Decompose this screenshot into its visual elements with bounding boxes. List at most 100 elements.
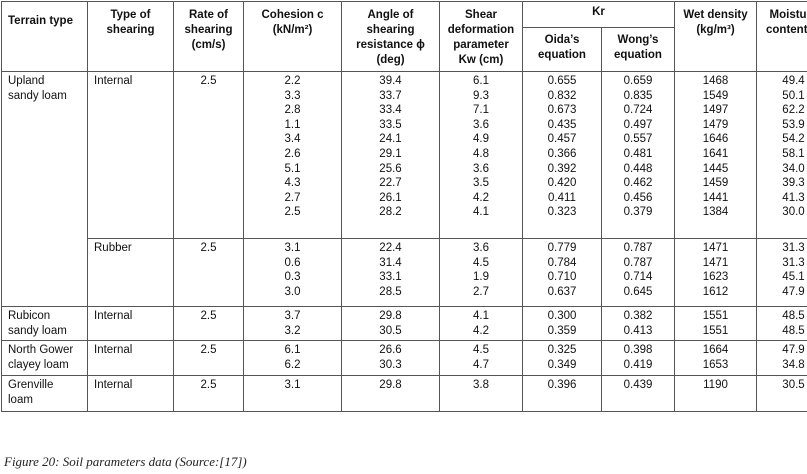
moisture-cell-value: 34.0 — [782, 162, 805, 175]
wong-cell-value: 0.645 — [623, 285, 653, 298]
density-cell-value: 1623 — [702, 271, 729, 284]
rate-cell: 2.5 — [173, 375, 244, 413]
terrain-type-cell-value: loam — [8, 393, 33, 406]
header-angle-of-shearing-resistance: Angle of shearing resistance ϕ (deg) — [341, 1, 440, 72]
density-cell-value: 1646 — [702, 133, 729, 146]
angle-cell-value: 22.4 — [379, 242, 402, 254]
oida-cell-value: 0.637 — [547, 285, 577, 298]
oida-cell-value: 0.396 — [547, 379, 577, 392]
density-cell-value: 1612 — [702, 285, 729, 298]
angle-cell-value: 33.5 — [379, 118, 402, 131]
cohesion-cell-value: 0.6 — [284, 256, 301, 269]
angle-cell-value: 33.7 — [379, 89, 402, 102]
wong-cell-value: 0.481 — [623, 147, 653, 160]
shearing-type-cell-value: Rubber — [94, 242, 132, 254]
wong-cell-value: 0.787 — [623, 256, 653, 269]
moisture-cell: 48.5 48.5 — [756, 305, 807, 342]
density-cell-value: 1441 — [702, 191, 729, 204]
oida-cell-value: 0.784 — [547, 256, 577, 269]
rate-cell: 2.5 — [173, 340, 244, 377]
kw-cell-value: 4.9 — [473, 133, 489, 146]
density-cell-value: 1384 — [702, 206, 729, 219]
kw-cell-value: 2.7 — [473, 285, 489, 298]
cohesion-cell-value: 1.1 — [284, 118, 301, 131]
moisture-cell-value: 48.5 — [782, 324, 805, 337]
density-cell-value: 1471 — [702, 256, 729, 269]
density-cell-value: 1471 — [702, 242, 729, 254]
rate-cell: 2.5 — [173, 238, 244, 307]
wong-cell-value: 0.835 — [623, 89, 653, 102]
cohesion-cell-value: 0.3 — [284, 271, 301, 284]
oida-cell-value: 0.323 — [547, 206, 577, 219]
density-cell-value: 1445 — [702, 162, 729, 175]
wong-cell: 0.659 0.835 0.724 0.497 0.557 0.481 0.448 0.462… — [601, 71, 675, 239]
density-cell-value: 1497 — [702, 104, 729, 117]
oida-cell-value: 0.366 — [547, 147, 577, 160]
table-row: Grenville loam Internal 2.5 3.1 29.8 3.8 0.396 0… — [1, 375, 807, 413]
angle-cell-value: 30.5 — [379, 324, 402, 337]
moisture-cell-value: 39.3 — [782, 177, 805, 190]
cohesion-cell: 3.1 0.6 0.3 3.0 — [243, 238, 342, 307]
moisture-cell-value: 58.1 — [782, 147, 805, 160]
cohesion-cell-value: 2.2 — [284, 75, 301, 87]
oida-cell-value: 0.359 — [547, 324, 577, 337]
header-rate-of-shearing: Rate of shearing (cm/s) — [173, 1, 244, 72]
wong-cell: 0.382 0.413 — [601, 305, 675, 342]
wong-cell-value: 0.787 — [623, 242, 653, 254]
moisture-cell: 30.5 — [756, 375, 807, 413]
oida-cell: 0.300 0.359 — [522, 305, 602, 342]
shearing-type-cell: Internal — [87, 375, 174, 413]
wong-cell-value: 0.448 — [623, 162, 653, 175]
moisture-cell-value: 31.3 — [782, 242, 805, 254]
oida-cell-value: 0.411 — [548, 191, 576, 204]
cohesion-cell: 2.2 3.3 2.8 1.1 3.4 2.6 5.1 4.3 2.7 2.5 — [243, 71, 342, 239]
header-terrain-type: Terrain type — [1, 1, 88, 72]
kw-cell: 6.1 9.3 7.1 3.6 4.9 4.8 3.6 3.5 4.2 4.1 — [439, 71, 523, 239]
terrain-type-cell: North Gower clayey loam — [1, 340, 88, 377]
kw-cell: 4.1 4.2 — [439, 305, 523, 342]
terrain-type-cell: Grenville loam — [1, 375, 88, 413]
density-cell: 1664 1653 — [674, 340, 757, 377]
cohesion-cell: 3.1 — [243, 375, 342, 413]
wong-cell-value: 0.497 — [623, 118, 653, 131]
moisture-cell-value: 31.3 — [782, 256, 805, 269]
header-moisture-content: Moisturecontent % — [756, 1, 807, 72]
oida-cell: 0.655 0.832 0.673 0.435 0.457 0.366 0.392 0.420… — [522, 71, 602, 239]
moisture-cell-value: 34.8 — [782, 358, 805, 371]
angle-cell-value: 28.5 — [379, 285, 402, 298]
angle-cell-value: 29.8 — [379, 379, 402, 392]
moisture-cell-value: 48.5 — [782, 310, 805, 322]
density-cell-value: 1641 — [702, 147, 729, 160]
density-cell-value: 1549 — [702, 89, 729, 102]
angle-cell-value: 24.1 — [379, 133, 402, 146]
cohesion-cell-value: 3.2 — [284, 324, 301, 337]
terrain-type-cell: Upland sandy loam — [1, 71, 88, 307]
oida-cell-value: 0.349 — [547, 358, 577, 371]
angle-cell-value: 22.7 — [379, 177, 402, 190]
oida-cell-value: 0.673 — [547, 104, 577, 117]
table-header: Terrain type Type of shearing Rate of shea… — [1, 1, 807, 72]
header-shear-deformation-parameter: Shear deformation parameter Kw (cm) — [439, 1, 523, 72]
oida-cell-value: 0.420 — [547, 177, 577, 190]
density-cell-value: 1468 — [702, 75, 729, 87]
kw-cell-value: 4.5 — [473, 256, 489, 269]
angle-cell-value: 28.2 — [379, 206, 402, 219]
kw-cell-value: 3.8 — [473, 379, 489, 392]
density-cell-value: 1664 — [702, 344, 729, 357]
shearing-type-cell: Rubber — [87, 238, 174, 307]
shearing-type-cell: Internal — [87, 305, 174, 342]
shearing-type-cell-value: Internal — [94, 75, 133, 87]
kw-cell-value: 3.6 — [473, 242, 489, 254]
oida-cell-value: 0.710 — [547, 271, 577, 284]
rate-cell-value: 2.5 — [200, 344, 217, 357]
kw-cell-value: 7.1 — [473, 104, 489, 117]
oida-cell-value: 0.832 — [547, 89, 577, 102]
density-cell-value: 1551 — [702, 310, 729, 322]
cohesion-cell-value: 2.5 — [284, 206, 301, 219]
oida-cell-value: 0.655 — [547, 75, 577, 87]
rate-cell-value: 2.5 — [200, 242, 217, 254]
angle-cell-value: 26.1 — [379, 191, 402, 204]
cohesion-cell-value: 4.3 — [284, 177, 301, 190]
kw-cell-value: 3.6 — [473, 162, 489, 175]
wong-cell-value: 0.382 — [623, 310, 653, 322]
